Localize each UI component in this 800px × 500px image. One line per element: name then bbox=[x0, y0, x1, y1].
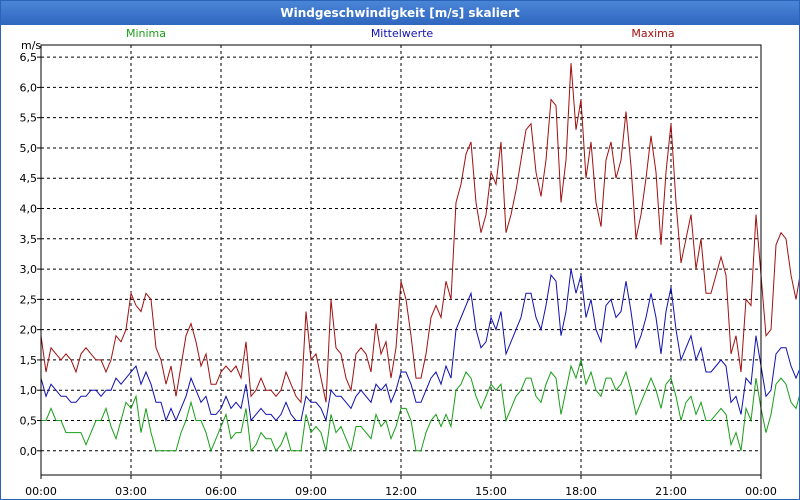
plot-area-frame bbox=[40, 44, 762, 476]
y-tick-label: 0,0 bbox=[20, 445, 38, 458]
series-line-maxima bbox=[40, 63, 799, 404]
legend-mittelwerte: Mittelwerte bbox=[371, 27, 434, 40]
y-tick-label: 3,5 bbox=[20, 233, 38, 246]
x-tick-time: 09:00 bbox=[295, 485, 327, 498]
y-tick-label: 1,5 bbox=[20, 354, 38, 367]
legend-minima: Minima bbox=[126, 27, 166, 40]
x-tick-time: 00:00 bbox=[25, 485, 57, 498]
y-tick-label: 5,0 bbox=[20, 142, 38, 155]
grid bbox=[41, 45, 761, 475]
y-tick-label: 1,0 bbox=[20, 384, 38, 397]
y-axis-ticks: 0,0 0,5 1,0 1,5 2,0 2,5 3,0 3,5 4,0 4,5 5,0 5,5 6,0 6… bbox=[20, 51, 41, 458]
y-tick-label: 2,5 bbox=[20, 293, 38, 306]
x-axis-ticks: 00:0019.09.1703:0019.09.1706:0019.09.170… bbox=[25, 475, 777, 498]
x-tick-time: 00:00 bbox=[745, 485, 777, 498]
legend-maxima: Maxima bbox=[631, 27, 674, 40]
wind-speed-chart: m/s Minima Mittelwerte Maxima 0,0 0,5 1,0 1… bbox=[20, 27, 799, 498]
window-title: Windgeschwindigkeit [m/s] skaliert bbox=[1, 1, 799, 25]
y-tick-label: 4,5 bbox=[20, 172, 38, 185]
y-tick-label: 6,0 bbox=[20, 81, 38, 94]
y-tick-label: 5,5 bbox=[20, 112, 38, 125]
series-line-minima bbox=[41, 359, 799, 453]
x-tick-time: 12:00 bbox=[385, 485, 417, 498]
y-tick-label: 3,0 bbox=[20, 263, 38, 276]
x-tick-time: 21:00 bbox=[655, 485, 687, 498]
y-axis-unit-label: m/s bbox=[21, 39, 41, 52]
y-tick-label: 2,0 bbox=[20, 324, 38, 337]
series-line-mittelwerte bbox=[40, 268, 799, 423]
x-tick-time: 15:00 bbox=[475, 485, 507, 498]
series-lines bbox=[40, 63, 799, 453]
y-tick-label: 4,0 bbox=[20, 203, 38, 216]
x-tick-time: 06:00 bbox=[205, 485, 237, 498]
y-tick-label: 6,5 bbox=[20, 51, 38, 64]
x-tick-time: 03:00 bbox=[115, 485, 147, 498]
y-tick-label: 0,5 bbox=[20, 414, 38, 427]
x-tick-time: 18:00 bbox=[565, 485, 597, 498]
